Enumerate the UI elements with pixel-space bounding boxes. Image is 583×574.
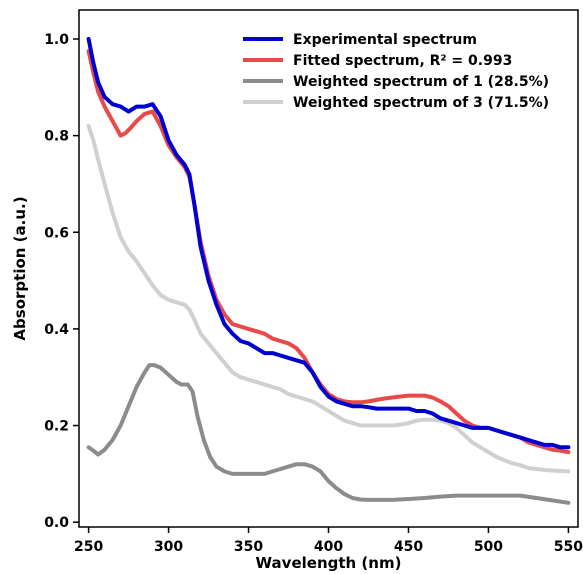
y-tick-label: 0.8: [44, 129, 69, 145]
series-line-4: [86, 124, 571, 474]
series-line-1: [86, 37, 571, 450]
legend-label-3: Weighted spectrum of 1 (28.5%): [293, 74, 549, 90]
x-axis: 250 300 350 400 450 500 550: [74, 527, 583, 555]
legend-label-4: Weighted spectrum of 3 (71.5%): [293, 95, 549, 111]
x-tick-label: 350: [234, 539, 263, 555]
y-tick-label: 0.0: [44, 515, 69, 531]
x-axis-label: Wavelength (nm): [256, 554, 402, 572]
x-tick-label: 550: [554, 539, 583, 555]
series-line-3: [86, 363, 571, 505]
y-tick-label: 1.0: [44, 32, 69, 48]
legend: Experimental spectrum Fitted spectrum, R²…: [243, 32, 549, 111]
legend-label-1: Experimental spectrum: [293, 32, 477, 48]
legend-label-2: Fitted spectrum, R² = 0.993: [293, 53, 512, 69]
y-axis: 0.0 0.2 0.4 0.6 0.8 1.0: [44, 32, 79, 531]
y-tick-label: 0.6: [44, 225, 69, 241]
x-tick-label: 400: [314, 539, 343, 555]
y-axis-label: Absorption (a.u.): [11, 196, 29, 340]
x-tick-label: 450: [394, 539, 423, 555]
x-tick-label: 250: [74, 539, 103, 555]
series-layer: [86, 37, 571, 505]
x-tick-label: 500: [474, 539, 503, 555]
x-tick-label: 300: [154, 539, 183, 555]
y-tick-label: 0.2: [44, 419, 69, 435]
y-tick-label: 0.4: [44, 322, 69, 338]
series-line-2: [86, 49, 571, 455]
